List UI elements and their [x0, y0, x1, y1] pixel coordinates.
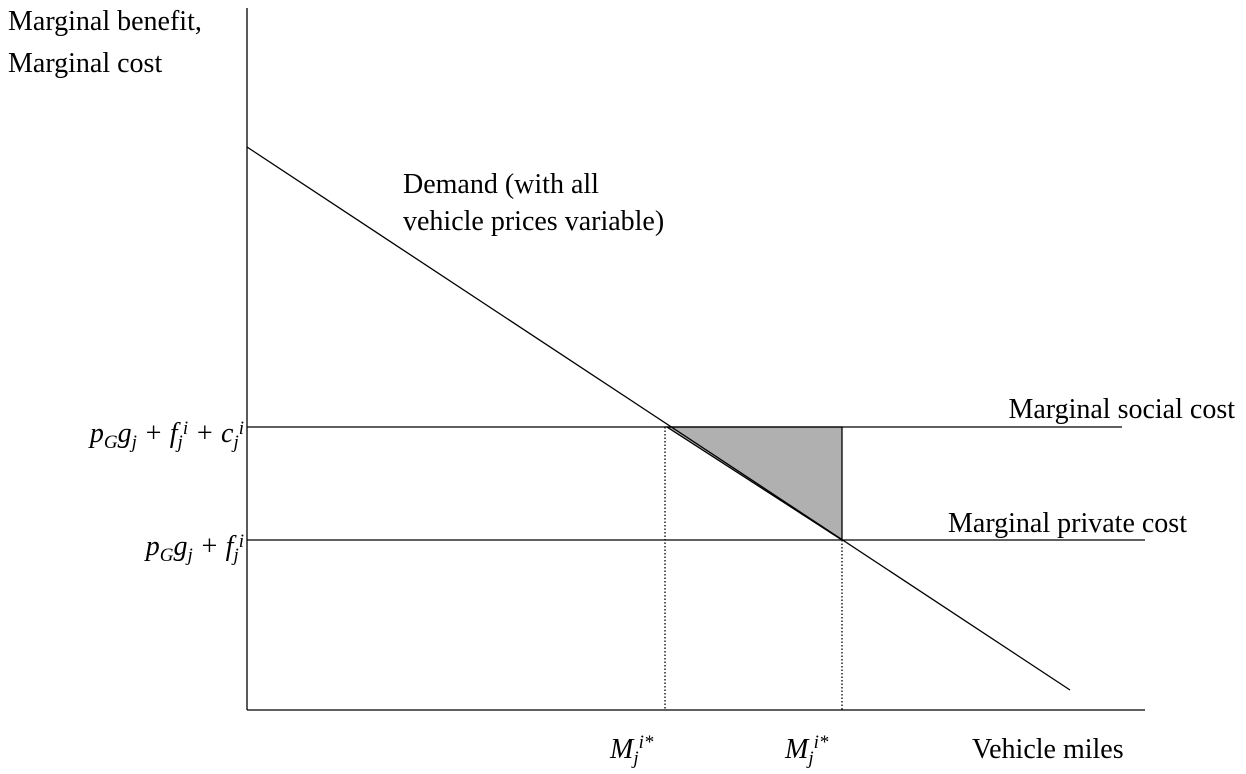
subscript: j	[805, 748, 813, 769]
subscript: j	[129, 432, 137, 453]
symbol: g	[173, 531, 187, 562]
social-cost-label: Marginal social cost	[1008, 394, 1235, 425]
symbol: M	[609, 734, 635, 765]
subscript: j	[175, 432, 183, 453]
private-cost-level: pGgj + fji	[144, 531, 244, 566]
symbol: g	[118, 418, 132, 449]
superscript: i*	[814, 732, 829, 753]
subscript: G	[104, 432, 118, 453]
private-cost-label: Marginal private cost	[948, 508, 1187, 539]
demand-curve	[246, 146, 1071, 691]
symbol: M	[784, 734, 810, 765]
symbol: + f	[193, 531, 237, 562]
superscript: i	[239, 418, 244, 439]
demand-label: Demand (with all	[403, 169, 599, 200]
subscript: j	[230, 545, 238, 566]
y-axis-label: Marginal cost	[8, 48, 162, 79]
demand-label: vehicle prices variable)	[403, 206, 664, 237]
symbol: + f	[137, 418, 181, 449]
superscript: i*	[639, 732, 654, 753]
superscript: i	[239, 531, 244, 552]
subscript: j	[630, 748, 638, 769]
y-axis-label: Marginal benefit,	[8, 6, 202, 37]
x-mark-label: Mji*	[784, 732, 829, 769]
subscript: j	[184, 545, 192, 566]
symbol: + c	[188, 418, 234, 449]
subscript: G	[160, 545, 174, 566]
symbol: p	[144, 531, 160, 562]
superscript: i	[183, 418, 188, 439]
x-mark-label: Mji*	[609, 732, 654, 769]
welfare-loss-triangle	[664, 426, 843, 542]
social-cost-level: pGgj + fji + cji	[88, 418, 244, 453]
x-axis-label: Vehicle miles	[972, 734, 1124, 765]
subscript: j	[230, 432, 238, 453]
symbol: p	[88, 418, 104, 449]
